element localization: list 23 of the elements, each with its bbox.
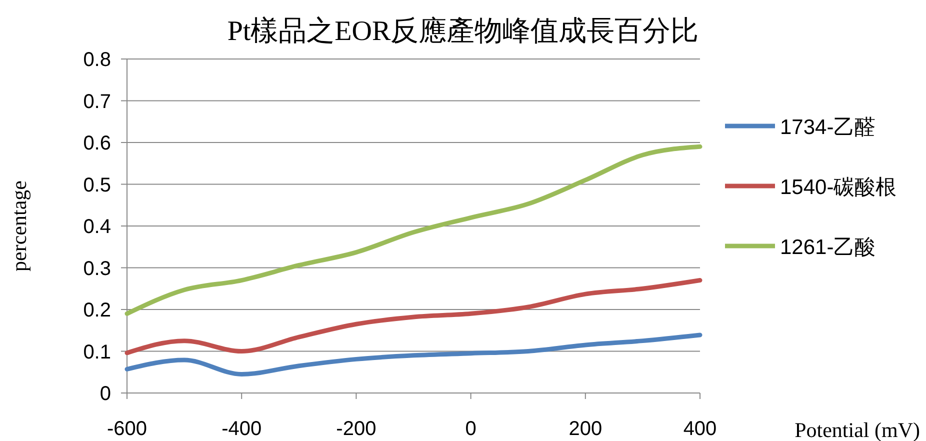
chart-title: Pt樣品之EOR反應產物峰值成長百分比 (227, 16, 699, 47)
y-tick-label: 0.6 (83, 132, 111, 154)
y-tick-label: 0.2 (83, 300, 111, 322)
line-series (124, 278, 702, 356)
y-tick-label: 0.7 (83, 90, 111, 113)
y-tick-label: 0.5 (83, 174, 111, 196)
y-tick-label: 0 (100, 383, 111, 405)
x-tick-label: -600 (106, 418, 148, 440)
x-tick-label: -200 (336, 418, 376, 440)
legend-label: 1540-碳酸根 (780, 176, 897, 199)
legend-label: 1261-乙酸 (780, 236, 876, 259)
x-tick-label: 200 (568, 418, 602, 440)
y-tick-label: 0.4 (83, 216, 111, 238)
line-series (124, 332, 702, 376)
y-axis-title: percentage (7, 180, 31, 272)
x-tick-label: 0 (465, 418, 476, 440)
y-tick-label: 0.8 (83, 49, 111, 71)
y-tick-label: 0.1 (83, 341, 111, 364)
x-tick-label: 400 (683, 418, 717, 440)
line-series (124, 144, 702, 316)
y-tick-label: 0.3 (83, 258, 111, 280)
x-tick-label: -400 (222, 418, 262, 440)
legend-label: 1734-乙醛 (780, 116, 876, 139)
